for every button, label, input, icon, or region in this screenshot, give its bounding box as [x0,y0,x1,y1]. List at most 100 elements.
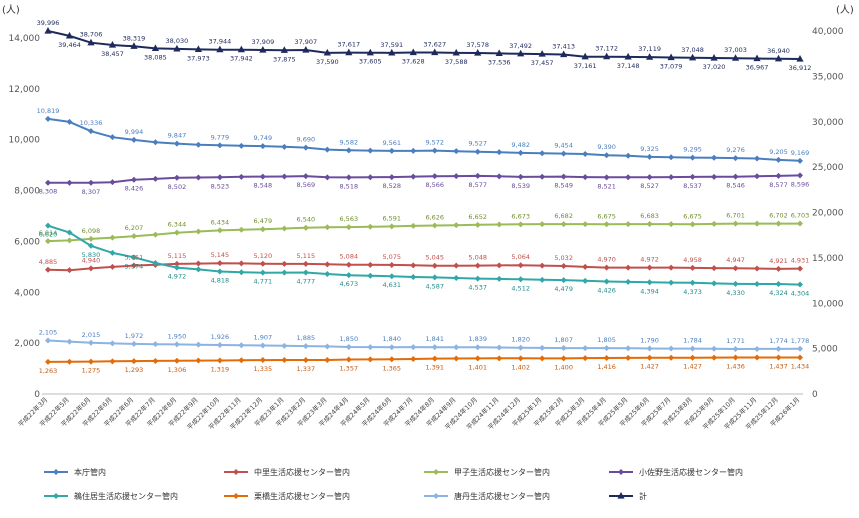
series-point [152,139,159,146]
data-label: 8,546 [726,182,745,190]
data-label: 5,115 [168,252,187,260]
legend-swatch-marker [618,469,624,475]
series-point [732,220,739,227]
legend-swatch-marker [53,469,59,475]
series-point [87,38,95,46]
series-point [689,221,696,228]
series-line [47,222,800,243]
data-label: 8,549 [554,182,573,190]
data-label: 1,807 [554,336,573,344]
series-point [474,355,481,362]
series-point [732,345,739,352]
data-label: 37,119 [638,45,661,53]
series-point [797,172,803,179]
series-point [45,238,51,245]
series-point [345,343,352,350]
left-tick-label: 8,000 [14,187,40,197]
series-point [539,355,546,362]
series-point [775,265,782,272]
series-line [47,356,800,363]
data-label: 1,907 [254,334,273,342]
series-point [259,342,266,349]
data-label: 4,426 [597,286,616,294]
data-label: 9,572 [425,139,444,147]
data-label: 6,479 [254,217,273,225]
series-point [625,221,632,228]
series-point [775,156,782,163]
data-label: 9,690 [297,136,316,144]
series-point [409,48,417,56]
series-point [517,355,524,362]
legend-item: 中里生活応援センター管内 [224,467,350,477]
series-point [410,262,417,269]
series-point [517,276,524,283]
series-point [539,262,546,269]
series-point [281,342,288,349]
series-point [603,264,610,271]
series-point [560,355,567,362]
series-point [216,227,223,234]
series-point [45,179,51,186]
right-tick-label: 15,000 [812,254,844,264]
data-label: 8,527 [640,182,659,190]
data-label: 4,394 [640,287,659,295]
data-label: 37,457 [531,59,554,67]
series-point [366,48,374,56]
data-label: 4,373 [683,288,702,296]
series-point [216,357,223,364]
series-point [431,355,438,362]
data-label: 6,675 [597,212,616,220]
series-point [775,220,782,227]
data-label: 8,426 [125,185,144,193]
data-label: 8,528 [382,182,401,190]
data-label: 1,841 [425,335,444,343]
series-point [45,358,51,365]
series-point [517,173,524,180]
data-label: 1,427 [683,363,702,371]
data-label: 6,207 [125,224,144,232]
series-point [45,266,51,273]
series-point [431,147,438,154]
series-point [345,356,352,363]
series-point [87,339,94,346]
data-label: 37,003 [724,46,747,54]
data-label: 5,045 [425,254,444,262]
right-axis-ticks: 0 5,000 10,000 15,000 20,000 25,000 30,000 35,0… [812,27,844,400]
series-point [87,265,94,272]
data-label: 8,308 [39,188,58,196]
data-label: 36,967 [746,64,769,72]
series-point [388,261,395,268]
series-point [388,344,395,351]
data-label: 4,940 [82,256,101,264]
series-point [517,344,524,351]
series-point [324,174,331,181]
data-label: 9,779 [211,133,230,141]
legend-swatch-marker [233,493,239,499]
series-point [194,45,202,52]
series-point [797,220,803,227]
series-point [216,342,223,349]
data-label: 1,391 [425,364,444,372]
right-tick-label: 25,000 [812,163,844,173]
series-point [195,260,202,267]
series-point [603,152,610,159]
series-point [324,261,331,268]
series-point [774,54,783,62]
data-label: 6,591 [382,214,401,222]
series-point [216,268,223,275]
series-point [711,265,718,272]
series-point [173,260,180,267]
left-tick-label: 12,000 [9,85,41,95]
series-line [47,30,801,60]
data-label: 9,295 [683,146,702,154]
series-point [66,267,73,274]
data-label: 38,706 [80,31,103,39]
series-point [646,53,654,60]
series-point [109,340,116,347]
series-point [539,221,546,228]
series-point [646,174,653,181]
series-point [775,354,782,361]
series-point [324,224,331,231]
series-point [367,147,374,154]
